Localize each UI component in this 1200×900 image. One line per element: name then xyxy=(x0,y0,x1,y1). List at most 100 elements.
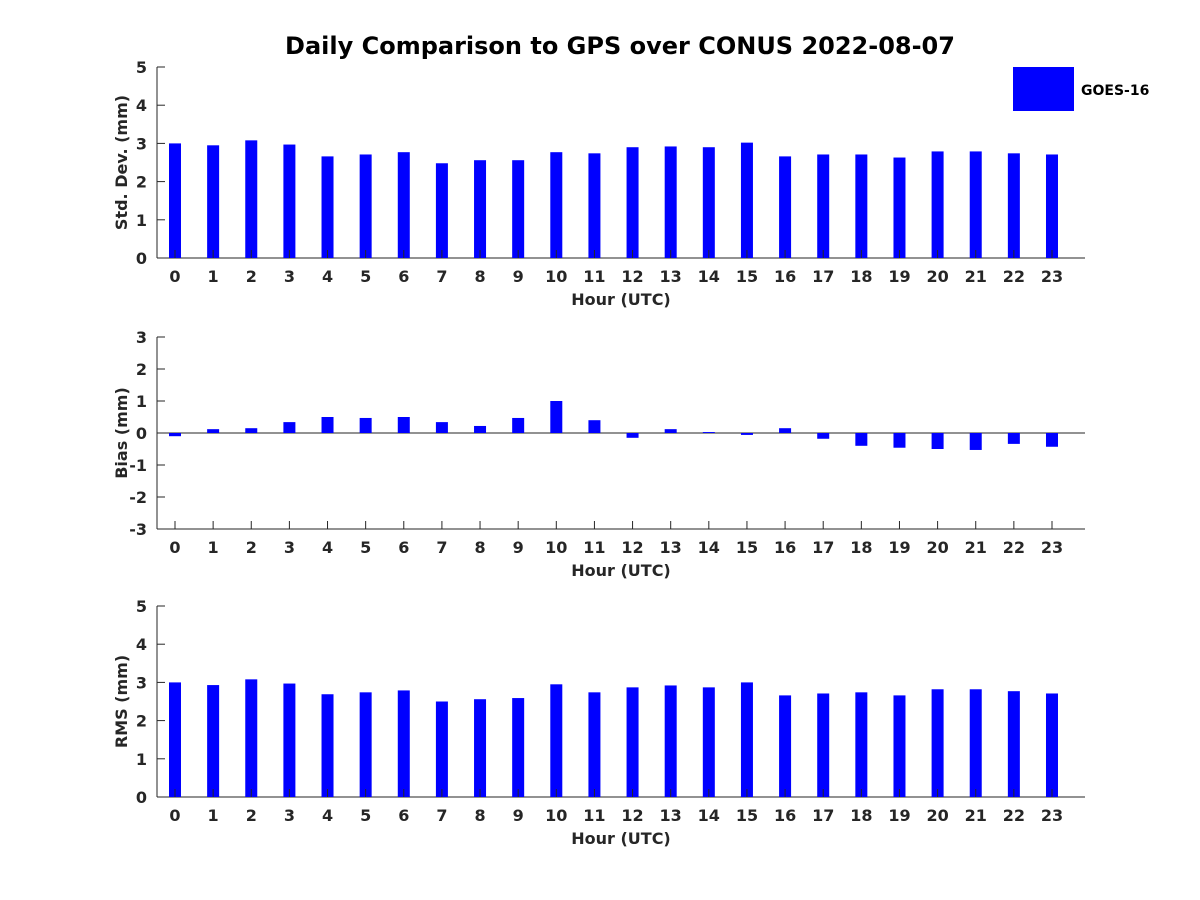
bar-hour-1 xyxy=(207,145,220,258)
y-tick-label: 3 xyxy=(136,673,147,692)
x-tick-label: 13 xyxy=(660,806,682,825)
x-tick-label: 1 xyxy=(208,806,219,825)
x-tick-label: 17 xyxy=(812,538,834,557)
y-tick-label: 0 xyxy=(136,788,147,807)
x-tick-label: 2 xyxy=(246,806,257,825)
x-tick-label: 5 xyxy=(360,267,371,286)
x-tick-label: 10 xyxy=(545,267,567,286)
x-tick-label: 9 xyxy=(513,267,524,286)
x-tick-label: 17 xyxy=(812,806,834,825)
bar-hour-14 xyxy=(702,432,715,433)
bar-hour-6 xyxy=(397,690,410,797)
x-tick-label: 15 xyxy=(736,267,758,286)
x-tick-label: 18 xyxy=(850,806,872,825)
bar-hour-5 xyxy=(359,417,372,433)
bar-hour-15 xyxy=(740,682,753,797)
bar-hour-11 xyxy=(588,153,601,258)
bar-hour-8 xyxy=(474,699,487,797)
bar-hour-4 xyxy=(321,694,334,797)
x-tick-label: 18 xyxy=(850,267,872,286)
x-tick-label: 11 xyxy=(583,806,605,825)
bar-hour-23 xyxy=(1045,154,1058,258)
x-tick-label: 10 xyxy=(545,806,567,825)
x-tick-label: 6 xyxy=(398,538,409,557)
x-tick-label: 20 xyxy=(926,538,948,557)
x-tick-label: 23 xyxy=(1041,267,1063,286)
x-tick-label: 9 xyxy=(513,538,524,557)
bar-hour-20 xyxy=(931,433,944,449)
x-tick-label: 7 xyxy=(436,267,447,286)
bar-hour-23 xyxy=(1045,433,1058,447)
x-tick-label: 19 xyxy=(888,267,910,286)
bar-hour-8 xyxy=(474,425,487,433)
x-tick-label: 23 xyxy=(1041,538,1063,557)
y-tick-label: 2 xyxy=(136,712,147,731)
y-tick-label: 3 xyxy=(136,134,147,153)
x-tick-label: 16 xyxy=(774,267,796,286)
x-tick-label: 2 xyxy=(246,267,257,286)
bar-hour-12 xyxy=(626,687,639,797)
bar-hour-13 xyxy=(664,685,677,797)
x-tick-label: 13 xyxy=(660,267,682,286)
y-tick-label: -2 xyxy=(129,488,147,507)
x-tick-label: 3 xyxy=(284,267,295,286)
y-tick-label: 3 xyxy=(136,328,147,347)
y-tick-label: 5 xyxy=(136,597,147,616)
bar-hour-1 xyxy=(207,429,220,433)
x-tick-label: 2 xyxy=(246,538,257,557)
bar-hour-19 xyxy=(893,695,906,797)
x-tick-label: 5 xyxy=(360,806,371,825)
x-tick-label: 0 xyxy=(169,538,180,557)
bar-hour-10 xyxy=(550,401,563,433)
y-tick-label: 4 xyxy=(136,635,147,654)
bar-hour-4 xyxy=(321,417,334,433)
bar-hour-8 xyxy=(474,160,487,258)
x-tick-label: 0 xyxy=(169,267,180,286)
bar-hour-21 xyxy=(969,689,982,797)
bar-hour-19 xyxy=(893,157,906,258)
bar-hour-7 xyxy=(435,422,448,433)
bar-hour-2 xyxy=(245,679,258,797)
bar-hour-20 xyxy=(931,151,944,258)
x-tick-label: 12 xyxy=(621,806,643,825)
bar-hour-2 xyxy=(245,428,258,433)
y-tick-label: 4 xyxy=(136,96,147,115)
x-tick-label: 21 xyxy=(965,806,987,825)
x-tick-label: 6 xyxy=(398,267,409,286)
bar-hour-18 xyxy=(855,433,868,446)
x-tick-label: 20 xyxy=(926,806,948,825)
legend: GOES-16 xyxy=(1013,67,1149,111)
bar-hour-14 xyxy=(702,687,715,797)
bar-hour-6 xyxy=(397,152,410,258)
bar-hour-21 xyxy=(969,151,982,258)
bar-hour-11 xyxy=(588,420,601,433)
x-tick-label: 12 xyxy=(621,538,643,557)
x-tick-label: 4 xyxy=(322,538,333,557)
y-tick-label: 0 xyxy=(136,424,147,443)
x-axis-label: Hour (UTC) xyxy=(571,829,671,848)
y-tick-label: 2 xyxy=(136,173,147,192)
bar-hour-18 xyxy=(855,692,868,797)
x-tick-label: 1 xyxy=(208,267,219,286)
x-tick-label: 8 xyxy=(474,267,485,286)
x-axis-label: Hour (UTC) xyxy=(571,561,671,580)
x-tick-label: 4 xyxy=(322,267,333,286)
x-tick-label: 22 xyxy=(1003,267,1025,286)
bar-hour-16 xyxy=(779,428,792,433)
bar-hour-20 xyxy=(931,689,944,797)
bar-hour-7 xyxy=(435,163,448,258)
bar-hour-14 xyxy=(702,147,715,258)
y-tick-label: 0 xyxy=(136,249,147,268)
x-tick-label: 23 xyxy=(1041,806,1063,825)
x-axis-label: Hour (UTC) xyxy=(571,290,671,309)
y-tick-label: -1 xyxy=(129,456,147,475)
x-tick-label: 17 xyxy=(812,267,834,286)
bar-hour-19 xyxy=(893,433,906,448)
chart-title: Daily Comparison to GPS over CONUS 2022-… xyxy=(285,32,955,60)
x-tick-label: 4 xyxy=(322,806,333,825)
bar-hour-3 xyxy=(283,422,296,433)
bar-hour-5 xyxy=(359,154,372,258)
